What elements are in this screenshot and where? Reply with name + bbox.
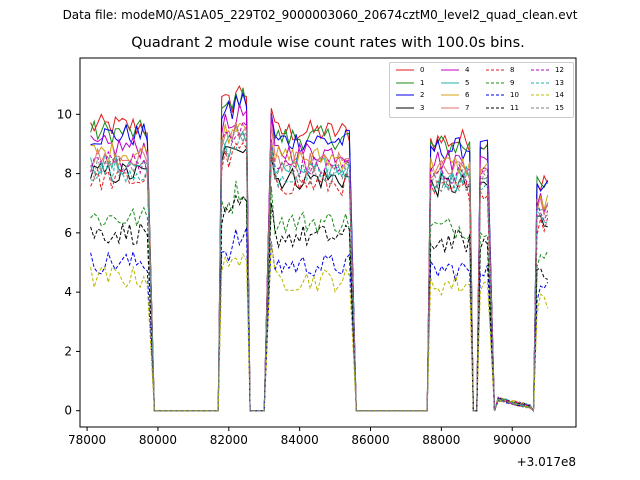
legend-label: 12: [555, 66, 564, 74]
y-tick-label: 2: [64, 344, 72, 358]
y-tick-label: 10: [57, 107, 72, 121]
legend-label: 11: [510, 103, 519, 112]
legend-swatch: [486, 69, 504, 71]
x-tick-label: 88000: [422, 433, 460, 447]
legend-label: 0: [420, 66, 425, 74]
y-tick-label: 4: [64, 285, 72, 299]
legend-swatch: [441, 94, 459, 96]
x-tick-label: 78000: [68, 433, 106, 447]
legend-label: 3: [420, 103, 425, 112]
legend-label: 15: [555, 103, 564, 112]
series-line-14: [90, 242, 549, 412]
x-tick-label: 84000: [281, 433, 319, 447]
legend-label: 10: [510, 91, 519, 99]
chart-legend: 0 1 2 3 4 5 6 7 8 9 10 11 12 13 14 15: [389, 62, 574, 118]
legend-swatch: [486, 94, 504, 96]
y-tick-label: 8: [64, 167, 72, 181]
x-tick-label: 86000: [351, 433, 389, 447]
legend-swatch: [531, 82, 549, 83]
legend-label: 5: [465, 78, 470, 87]
legend-label: 14: [555, 91, 564, 99]
legend-swatch: [531, 69, 549, 71]
legend-swatch: [486, 82, 504, 83]
x-offset-label: +3.017e8: [517, 455, 576, 469]
legend-label: 1: [420, 78, 425, 87]
legend-label: 9: [510, 78, 515, 87]
legend-swatch: [396, 107, 414, 108]
series-lines-group: [90, 84, 549, 413]
y-tick-label: 6: [64, 226, 72, 240]
legend-swatch: [441, 69, 459, 71]
x-tick-label: 82000: [210, 433, 248, 447]
plot-frame: [79, 57, 577, 428]
legend-swatch: [531, 94, 549, 96]
x-tick-label: 80000: [139, 433, 177, 447]
legend-label: 13: [555, 78, 564, 87]
legend-label: 4: [465, 66, 470, 74]
legend-swatch: [396, 94, 414, 96]
legend-swatch: [441, 82, 459, 83]
legend-swatch: [531, 107, 549, 108]
chart-title: Quadrant 2 module wise count rates with …: [131, 35, 525, 51]
legend-label: 7: [465, 103, 470, 112]
series-line-9: [90, 180, 549, 413]
legend-swatch: [396, 69, 414, 71]
legend-label: 2: [420, 91, 425, 99]
legend-swatch: [396, 82, 414, 83]
legend-label: 6: [465, 91, 470, 99]
x-tick-label: 90000: [493, 433, 531, 447]
legend-swatch: [486, 107, 504, 108]
legend-swatch: [441, 107, 459, 108]
legend-label: 8: [510, 66, 515, 74]
figure-suptitle: Data file: modeM0/AS1A05_229T02_90000030…: [62, 8, 578, 22]
y-tick-label: 0: [64, 404, 72, 418]
series-line-11: [90, 194, 548, 413]
series-line-15: [90, 125, 549, 413]
